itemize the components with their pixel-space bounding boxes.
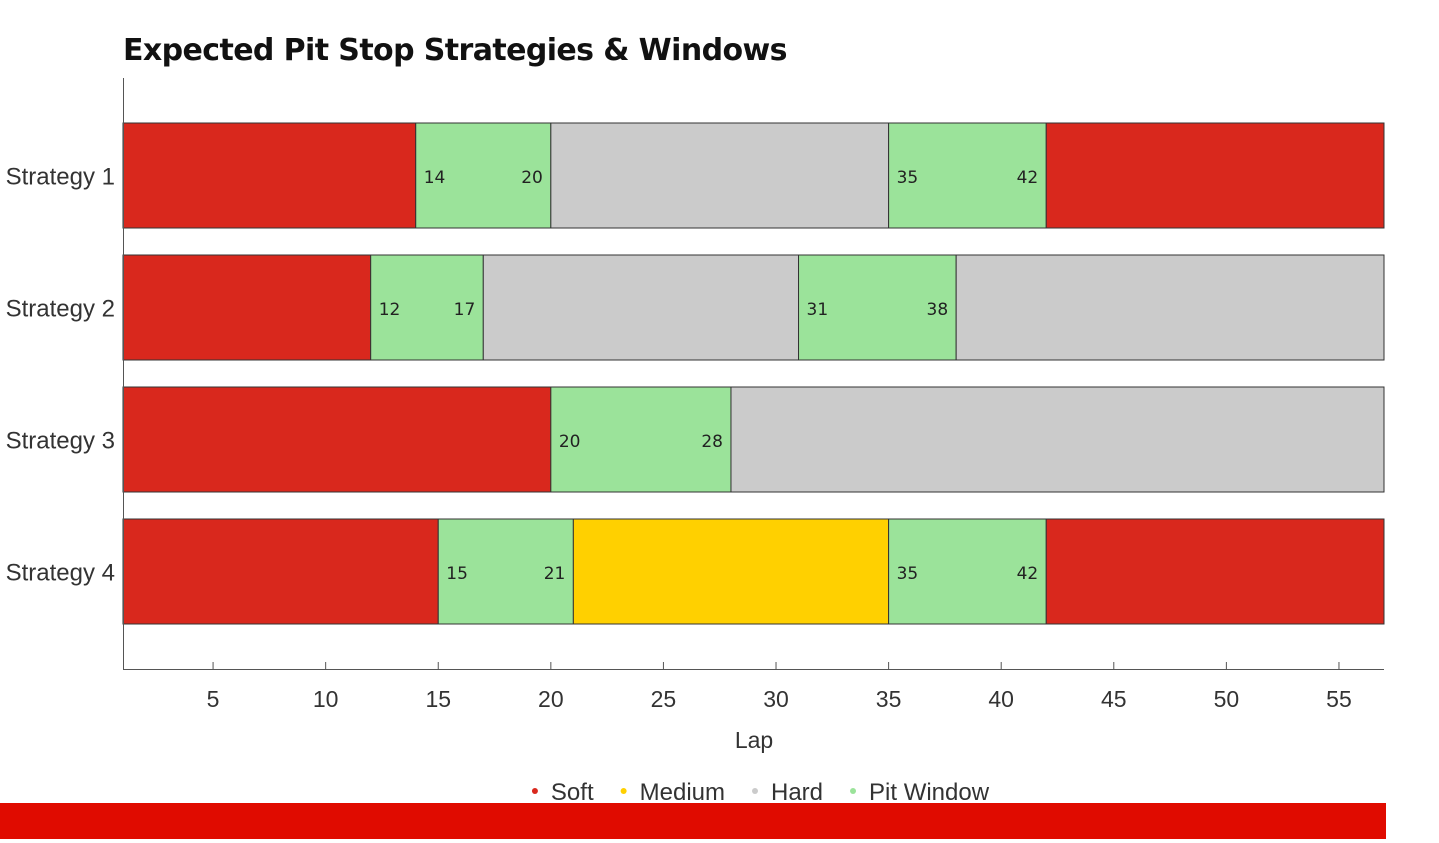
- x-tick-label: 5: [207, 686, 220, 712]
- x-tick-label: 40: [988, 686, 1014, 712]
- bar-segment-3-3: [730, 386, 1385, 493]
- window-end-label: 38: [927, 300, 949, 320]
- x-axis-title: Lap: [735, 727, 773, 753]
- window-end-label: 42: [1017, 168, 1039, 188]
- legend-label: Pit Window: [869, 779, 990, 806]
- axes-layer: [123, 78, 1384, 670]
- x-tick-label: 55: [1326, 686, 1352, 712]
- window-end-label: 17: [454, 300, 476, 320]
- bar-segment-1-3: [550, 122, 890, 229]
- window-start-label: 12: [379, 300, 401, 320]
- x-tick-label: 50: [1214, 686, 1240, 712]
- bar-segment-4-1: [122, 518, 439, 625]
- x-tick-label: 30: [763, 686, 789, 712]
- window-end-label: 20: [521, 168, 543, 188]
- bar-segment-1-1: [122, 122, 417, 229]
- bar-segment-3-1: [122, 386, 552, 493]
- bar-segment-4-3: [572, 518, 890, 625]
- x-tick-label: 45: [1101, 686, 1127, 712]
- window-end-label: 21: [544, 564, 566, 584]
- x-tick-label: 25: [651, 686, 677, 712]
- category-label: Strategy 3: [6, 428, 115, 455]
- chart-title: Expected Pit Stop Strategies & Windows: [123, 33, 787, 68]
- x-tick-label: 35: [876, 686, 902, 712]
- category-label: Strategy 4: [6, 560, 115, 587]
- labels-layer: 14 20 35 42 Strategy 1 12 17 31 38 Strategy 2 20 28…: [6, 164, 1352, 713]
- legend-label: Hard: [771, 779, 823, 806]
- bars-layer: [122, 122, 1385, 625]
- footer-red-bar: [0, 803, 1386, 839]
- window-start-label: 20: [559, 432, 581, 452]
- window-start-label: 15: [446, 564, 468, 584]
- legend-label: Medium: [640, 779, 725, 806]
- legend-marker: [620, 788, 627, 794]
- bar-segment-1-4: [888, 122, 1047, 229]
- window-end-label: 42: [1017, 564, 1039, 584]
- bar-segment-3-2: [550, 386, 732, 493]
- category-label: Strategy 2: [6, 296, 115, 323]
- legend-label: Soft: [551, 779, 594, 806]
- window-start-label: 14: [424, 168, 446, 188]
- bar-segment-1-5: [1045, 122, 1385, 229]
- bar-segment-2-3: [482, 254, 800, 361]
- window-start-label: 31: [807, 300, 829, 320]
- bar-segment-2-5: [955, 254, 1385, 361]
- window-start-label: 35: [897, 564, 919, 584]
- bar-segment-2-4: [798, 254, 957, 361]
- window-end-label: 28: [701, 432, 723, 452]
- legend-marker: [751, 788, 758, 794]
- x-tick-label: 15: [425, 686, 451, 712]
- legend-marker: [531, 788, 538, 794]
- bar-segment-2-2: [370, 254, 484, 361]
- bar-segment-4-5: [1045, 518, 1385, 625]
- category-label: Strategy 1: [6, 164, 115, 191]
- bar-segment-1-2: [415, 122, 552, 229]
- bar-segment-4-2: [437, 518, 574, 625]
- window-start-label: 35: [897, 168, 919, 188]
- bar-segment-2-1: [122, 254, 372, 361]
- legend-marker: [850, 788, 857, 794]
- bar-segment-4-4: [888, 518, 1047, 625]
- x-tick-label: 10: [313, 686, 339, 712]
- legend: Soft Medium Hard Pit Window: [531, 779, 990, 806]
- x-tick-label: 20: [538, 686, 564, 712]
